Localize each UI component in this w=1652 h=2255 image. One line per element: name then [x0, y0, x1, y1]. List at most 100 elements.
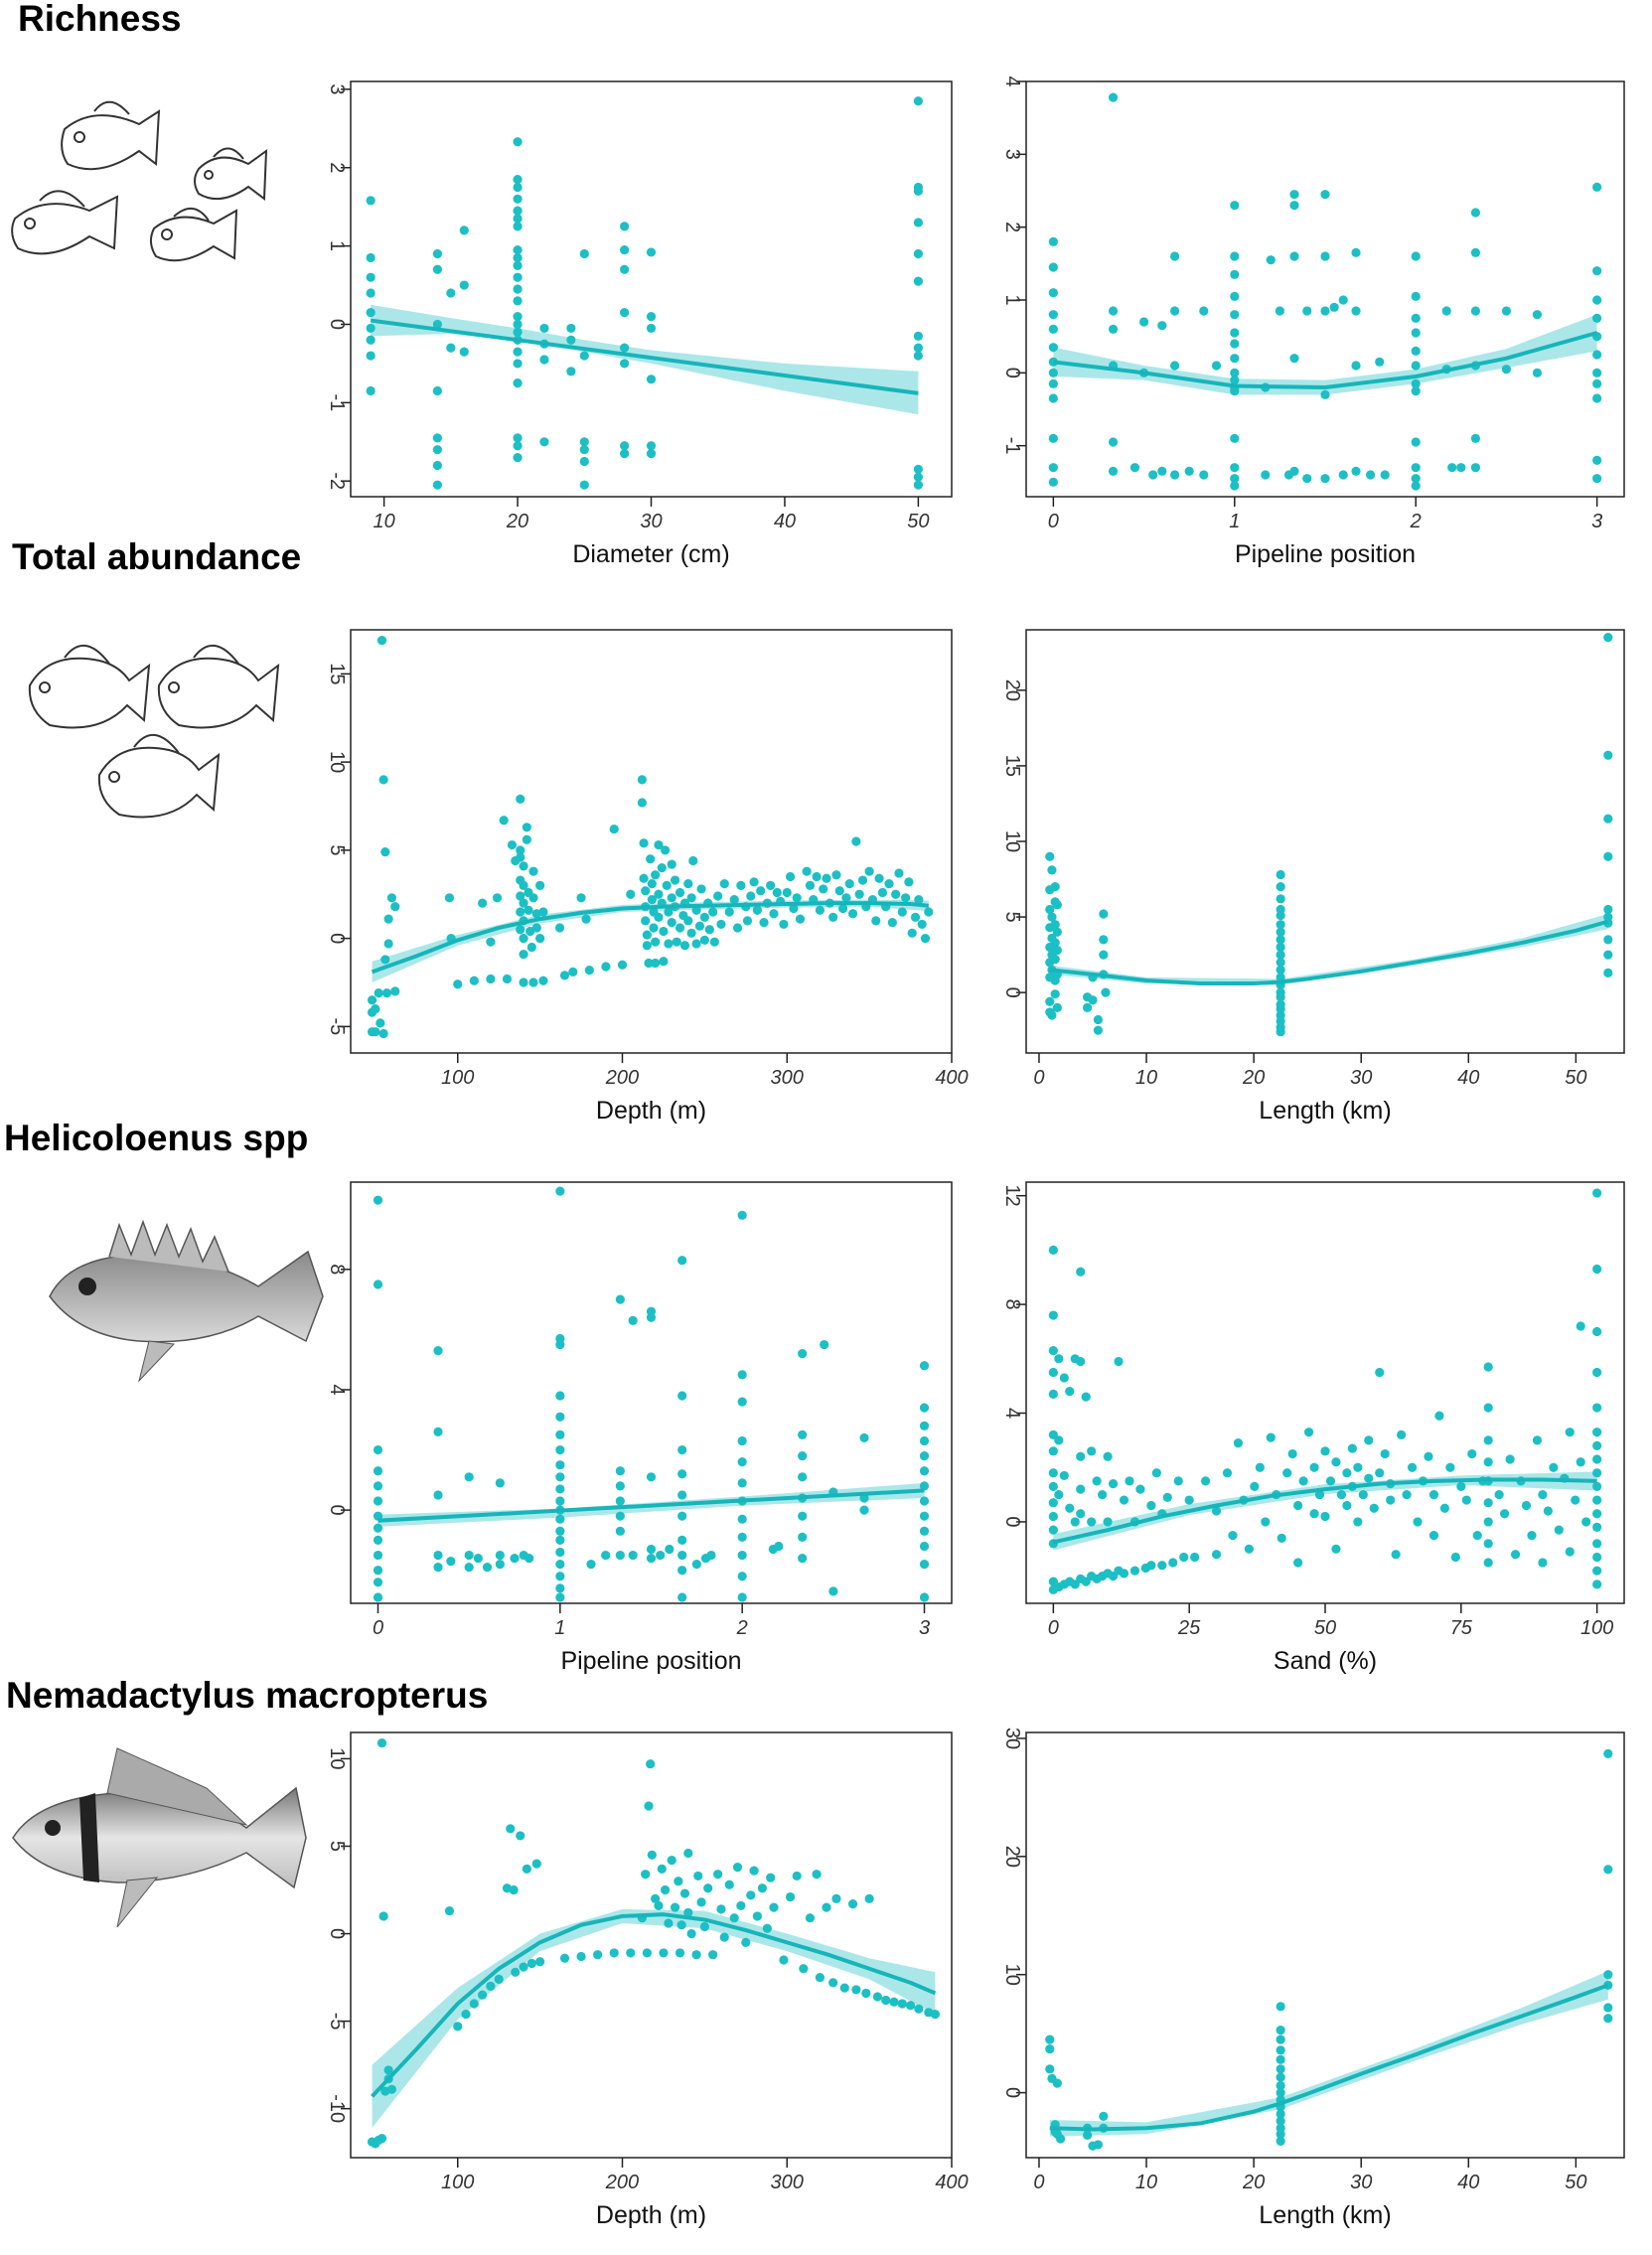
data-point: [1092, 1476, 1102, 1486]
data-point: [913, 472, 923, 482]
y-tick-label: -2: [326, 472, 348, 490]
data-point: [1364, 1435, 1374, 1445]
data-point: [919, 1496, 930, 1506]
data-point: [513, 312, 523, 322]
data-point: [486, 937, 496, 947]
data-point: [482, 1563, 493, 1573]
data-point: [746, 891, 756, 901]
y-tick-label: 20: [1001, 679, 1023, 701]
data-point: [798, 1451, 808, 1461]
data-point: [677, 1490, 687, 1500]
x-tick-label: 300: [771, 2172, 804, 2193]
data-point: [513, 222, 523, 231]
data-point: [528, 893, 538, 903]
data-point: [1331, 1544, 1341, 1554]
data-point: [1276, 1027, 1285, 1037]
y-tick-label: -1: [1001, 437, 1023, 455]
data-point: [519, 880, 528, 890]
data-point: [675, 887, 685, 898]
data-point: [1244, 1544, 1254, 1554]
data-point: [531, 923, 541, 933]
data-point: [509, 1884, 519, 1895]
data-point: [1320, 474, 1330, 484]
data-point: [1375, 1367, 1385, 1378]
data-point: [525, 1553, 534, 1564]
data-point: [516, 891, 526, 901]
data-point: [847, 909, 858, 919]
data-point: [1592, 368, 1602, 377]
points-group: [1048, 92, 1602, 491]
y-tick-label: 30: [1001, 1728, 1023, 1749]
data-point: [1592, 474, 1602, 484]
x-tick-label: 0: [1048, 1617, 1059, 1639]
x-axis-label: Diameter (cm): [572, 540, 729, 568]
data-point: [1592, 1440, 1602, 1450]
data-point: [677, 1592, 687, 1602]
data-point: [1532, 1435, 1543, 1445]
data-point: [670, 1902, 680, 1912]
data-point: [555, 1429, 565, 1439]
data-point: [555, 1535, 565, 1545]
data-point: [522, 834, 531, 844]
data-point: [495, 1550, 505, 1561]
data-point: [1125, 1476, 1134, 1486]
data-point: [1275, 306, 1284, 316]
data-point: [913, 331, 923, 341]
data-point: [822, 873, 831, 883]
data-point: [1407, 1462, 1418, 1472]
data-point: [762, 1923, 772, 1933]
data-point: [1054, 1435, 1064, 1445]
data-point: [513, 206, 523, 216]
data-point: [709, 937, 719, 947]
data-point: [1065, 1503, 1075, 1513]
data-point: [1592, 455, 1602, 465]
x-tick-label: 40: [1457, 2172, 1479, 2193]
data-point: [779, 919, 789, 930]
data-point: [432, 460, 442, 471]
data-point: [555, 1496, 565, 1506]
data-point: [679, 941, 690, 951]
data-point: [1169, 361, 1180, 371]
data-point: [1592, 295, 1602, 305]
data-point: [822, 1902, 831, 1912]
data-point: [1592, 313, 1602, 323]
fitted-line: [1049, 919, 1609, 986]
data-point: [390, 986, 400, 996]
data-point: [677, 1535, 687, 1545]
data-point: [677, 1444, 687, 1455]
data-point: [1048, 343, 1058, 353]
data-point: [486, 974, 496, 984]
data-point: [538, 976, 548, 985]
x-tick-label: 10: [1135, 1067, 1157, 1089]
data-point: [654, 912, 664, 922]
data-point: [1230, 481, 1240, 491]
data-point: [854, 889, 864, 899]
data-point: [615, 1294, 625, 1304]
data-point: [538, 907, 548, 917]
data-point: [1336, 1489, 1347, 1500]
data-point: [615, 1466, 625, 1476]
data-point: [871, 916, 881, 926]
data-point: [1157, 1561, 1167, 1571]
data-point: [1303, 1428, 1314, 1437]
data-point: [539, 323, 549, 334]
data-point: [651, 870, 661, 880]
data-point: [897, 1999, 907, 2009]
data-point: [1603, 851, 1613, 861]
y-tick-label: 1: [326, 240, 348, 251]
data-point: [495, 1478, 505, 1488]
data-point: [1441, 306, 1451, 316]
x-tick-label: 25: [1177, 1617, 1201, 1639]
data-point: [378, 1911, 388, 1921]
data-point: [913, 186, 923, 197]
data-point: [667, 859, 676, 869]
data-point: [373, 1195, 383, 1205]
data-point: [1603, 750, 1613, 760]
data-point: [1276, 950, 1285, 960]
y-tick-label: 10: [326, 1747, 348, 1769]
data-point: [469, 976, 479, 985]
data-point: [478, 898, 488, 908]
data-point: [555, 1391, 565, 1401]
data-point: [919, 1466, 930, 1476]
